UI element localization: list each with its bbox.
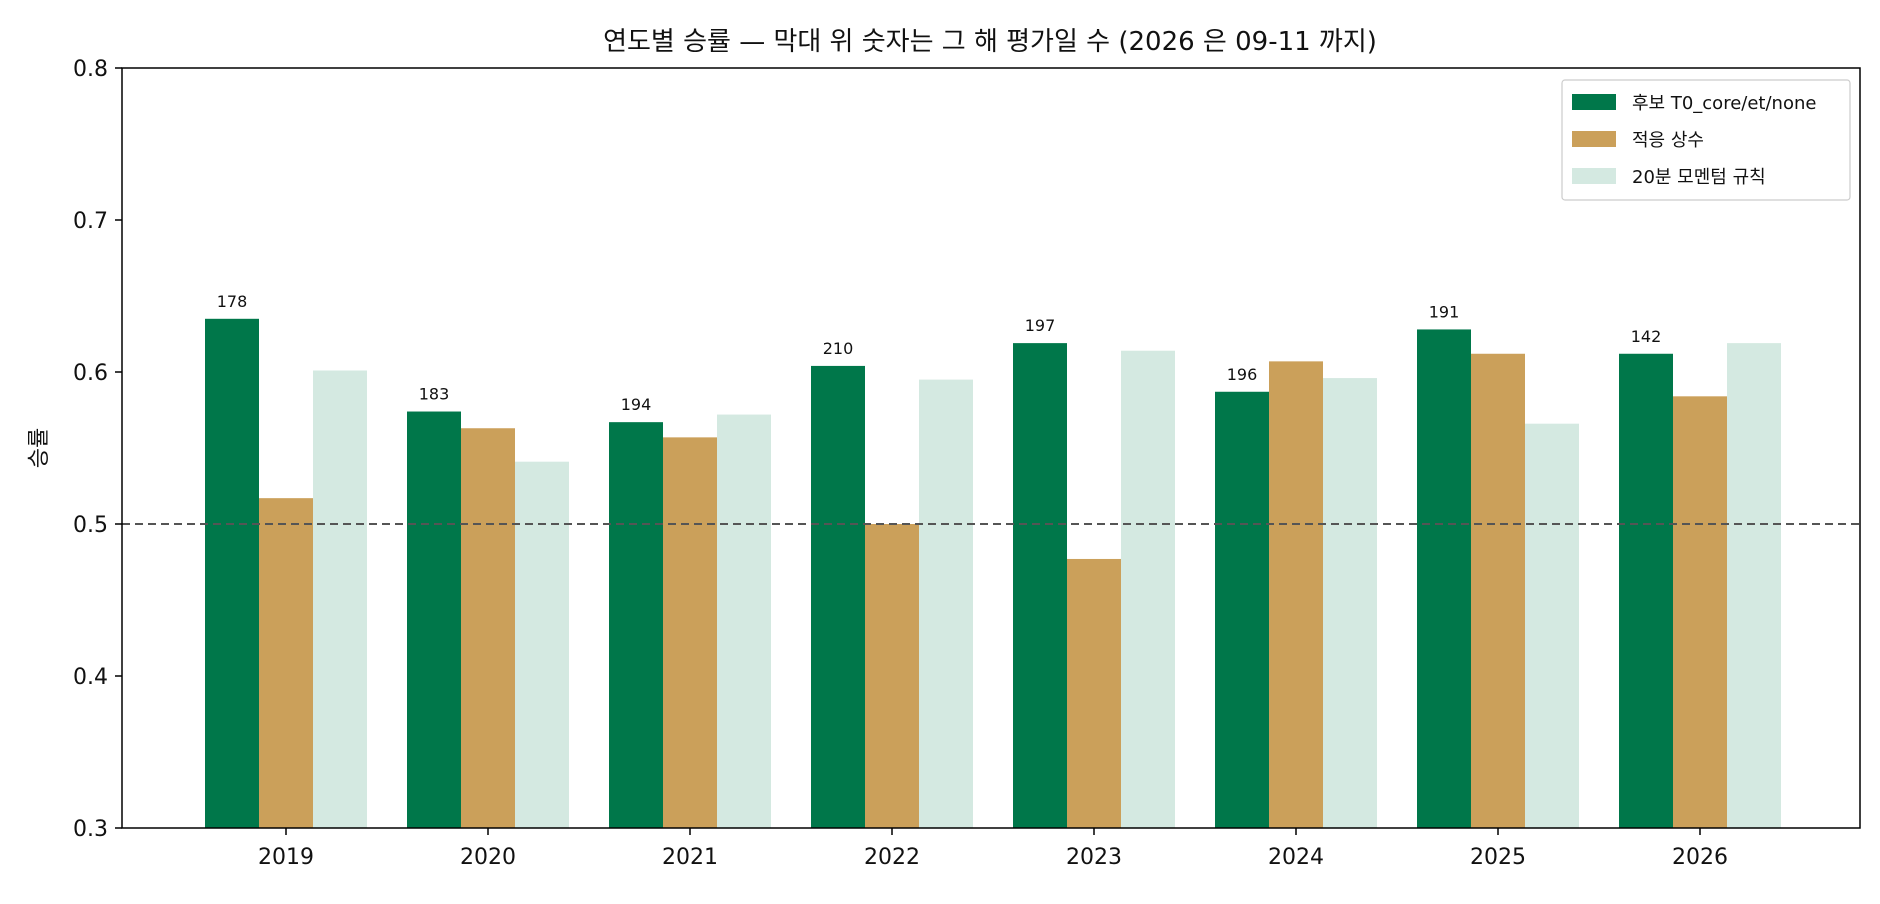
legend-swatch-series-3 (1572, 168, 1616, 184)
bar-count-label: 197 (1025, 316, 1056, 335)
x-tick-label: 2022 (864, 845, 920, 870)
bar-2022-series-2 (865, 524, 919, 828)
bar-2025-series-2 (1471, 353, 1525, 828)
x-tick-label: 2023 (1066, 845, 1122, 870)
bar-2019-series-2 (259, 498, 313, 828)
bar-2025-series-3 (1525, 423, 1579, 828)
bar-count-label: 191 (1429, 302, 1460, 321)
y-tick-label: 0.4 (73, 665, 108, 690)
y-tick-label: 0.8 (73, 57, 108, 82)
y-tick-label: 0.5 (73, 513, 108, 538)
bar-2021-series-3 (717, 414, 771, 828)
bar-count-label: 178 (217, 292, 248, 311)
y-tick-label: 0.3 (73, 817, 108, 842)
bar-2024-series-1 (1215, 391, 1269, 828)
y-tick-label: 0.7 (73, 209, 108, 234)
bar-2022-series-3 (919, 379, 973, 828)
bar-count-label: 196 (1227, 365, 1258, 384)
y-tick-label: 0.6 (73, 361, 108, 386)
x-tick-label: 2026 (1672, 845, 1728, 870)
bar-2019-series-3 (313, 370, 367, 828)
legend-label-series-2: 적응 상수 (1632, 130, 1704, 151)
bar-2023-series-1 (1013, 343, 1067, 828)
bar-2021-series-1 (609, 422, 663, 828)
bar-2020-series-2 (461, 428, 515, 828)
x-tick-label: 2025 (1470, 845, 1526, 870)
legend-swatch-series-2 (1572, 131, 1616, 147)
legend-swatch-series-1 (1572, 94, 1616, 110)
bar-count-label: 210 (823, 339, 854, 358)
x-tick-label: 2020 (460, 845, 516, 870)
bar-count-label: 142 (1631, 327, 1662, 346)
x-tick-label: 2021 (662, 845, 718, 870)
bar-count-label: 183 (419, 385, 450, 404)
bar-2026-series-3 (1727, 343, 1781, 828)
bar-2019-series-1 (205, 318, 259, 828)
plot-frame (121, 67, 1861, 829)
chart-title: 연도별 승률 — 막대 위 숫자는 그 해 평가일 수 (2026 은 09-1… (603, 27, 1377, 57)
bar-2024-series-2 (1269, 361, 1323, 828)
legend-box (1561, 79, 1851, 201)
bar-2020-series-3 (515, 461, 569, 828)
x-tick-label: 2024 (1268, 845, 1324, 870)
plot-area: 178 183 194 210 197 196 191 142 0.3 0.4 0.5 0.6 0.7 0… (73, 57, 1861, 870)
bar-2022-series-1 (811, 365, 865, 828)
bar-2025-series-1 (1417, 329, 1471, 828)
legend-label-series-1: 후보 T0_core/et/none (1632, 93, 1816, 114)
bar-2024-series-3 (1323, 378, 1377, 828)
bar-2026-series-1 (1619, 353, 1673, 828)
legend-label-series-3: 20분 모멘텀 규칙 (1632, 167, 1766, 188)
bar-2021-series-2 (663, 437, 717, 828)
x-tick-label: 2019 (258, 845, 314, 870)
bar-2020-series-1 (407, 411, 461, 828)
bar-count-label: 194 (621, 395, 652, 414)
y-axis-label: 승률 (27, 428, 52, 468)
bar-2023-series-3 (1121, 350, 1175, 828)
bar-2026-series-2 (1673, 396, 1727, 828)
bar-2023-series-2 (1067, 558, 1121, 828)
